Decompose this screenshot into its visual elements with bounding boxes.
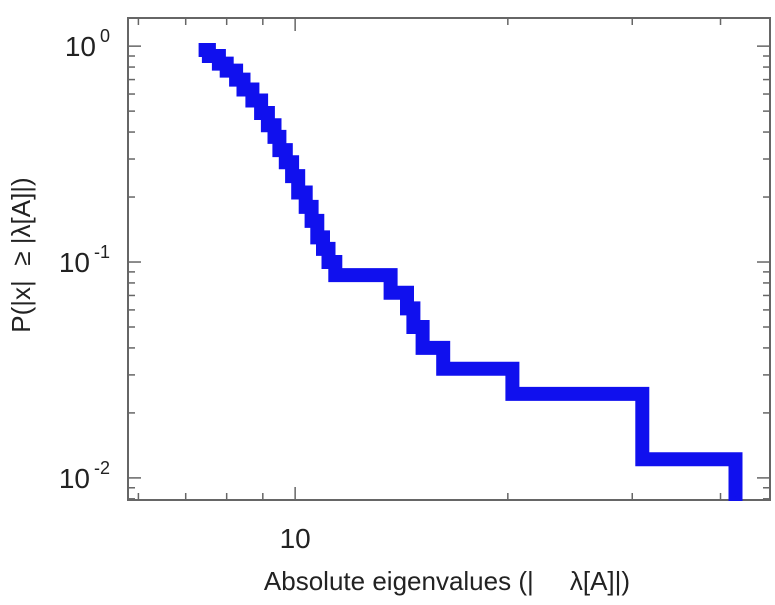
- y-tick-label-base: 10: [59, 247, 90, 278]
- plot-frame-layer: [128, 18, 770, 500]
- tick-marks-layer: [128, 18, 770, 500]
- y-tick-label: 10-1: [59, 242, 110, 278]
- series-layer: [198, 50, 735, 501]
- x-axis-title: Absolute eigenvalues (| λ[A]|): [264, 566, 630, 596]
- y-tick-label: 10-2: [59, 458, 110, 494]
- y-tick-label-base: 10: [59, 463, 90, 494]
- y-tick-label-exponent: -2: [94, 458, 110, 478]
- series-step-line: [199, 50, 736, 501]
- y-tick-label-exponent: -1: [94, 242, 110, 262]
- y-tick-label-exponent: 0: [100, 26, 110, 46]
- y-tick-label-base: 10: [65, 31, 96, 62]
- y-axis-title: P(|x| ≥ |λ[A]|): [6, 177, 36, 332]
- plot-frame: [128, 18, 770, 500]
- x-tick-label: 10: [280, 523, 311, 554]
